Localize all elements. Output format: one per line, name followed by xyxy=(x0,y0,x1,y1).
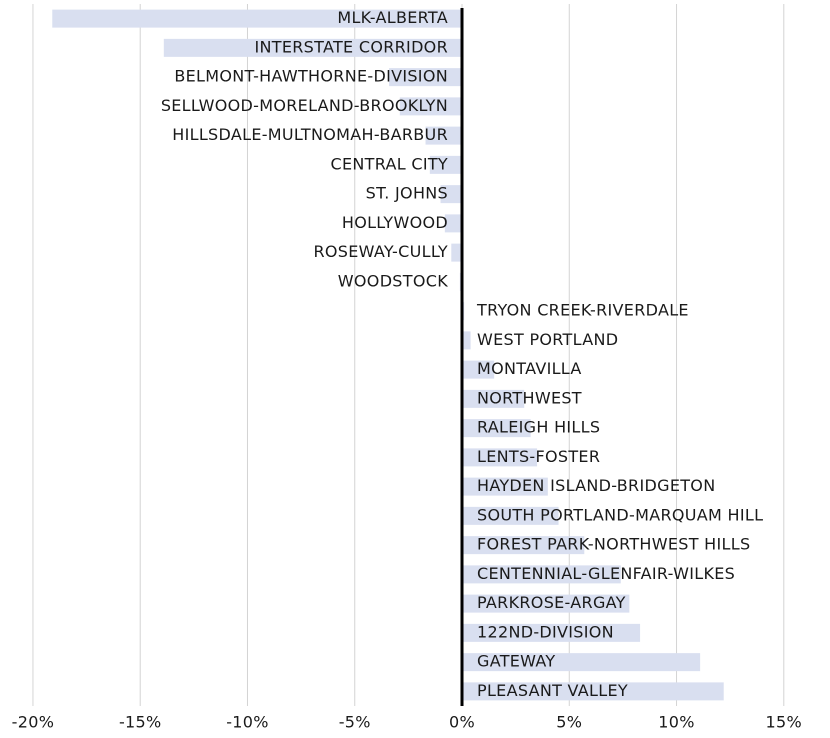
bar xyxy=(451,243,463,262)
category-label: ST. JOHNS xyxy=(366,184,448,203)
x-tick-label: -15% xyxy=(119,713,162,732)
category-label: SELLWOOD-MORELAND-BROOKLYN xyxy=(161,96,448,115)
category-label: WOODSTOCK xyxy=(338,271,448,290)
x-tick-label: -5% xyxy=(339,713,371,732)
bar xyxy=(462,682,724,701)
bar xyxy=(462,653,701,672)
x-tick-label: 10% xyxy=(658,713,694,732)
bar xyxy=(425,126,463,145)
bar xyxy=(444,214,463,233)
category-label: INTERSTATE CORRIDOR xyxy=(255,37,449,56)
category-label: LENTS-FOSTER xyxy=(477,447,600,466)
bar xyxy=(462,448,538,467)
category-label: MONTAVILLA xyxy=(477,359,582,378)
category-label: NORTHWEST xyxy=(477,388,582,407)
x-tick-label: 15% xyxy=(766,713,802,732)
x-tick-label: 0% xyxy=(449,713,475,732)
category-label: HILLSDALE-MULTNOMAH-BARBUR xyxy=(172,125,448,144)
bar xyxy=(52,9,463,28)
bar xyxy=(462,389,525,408)
category-label: WEST PORTLAND xyxy=(477,330,618,349)
category-label: PARKROSE-ARGAY xyxy=(477,593,626,612)
bar xyxy=(462,419,531,438)
bar xyxy=(440,185,463,204)
bar xyxy=(462,331,471,350)
category-label: MLK-ALBERTA xyxy=(337,8,448,27)
x-tick-label: -20% xyxy=(12,713,55,732)
category-label: SOUTH PORTLAND-MARQUAM HILL xyxy=(477,505,763,524)
category-label: FOREST PARK-NORTHWEST HILLS xyxy=(477,535,750,554)
category-label: RALEIGH HILLS xyxy=(477,418,600,437)
bar xyxy=(399,97,463,116)
bar xyxy=(462,536,585,555)
category-label: 122ND-DIVISION xyxy=(477,622,614,641)
category-label: TRYON CREEK-RIVERDALE xyxy=(476,301,689,320)
bar xyxy=(429,155,463,174)
category-label: HAYDEN ISLAND-BRIDGETON xyxy=(477,476,715,495)
bar xyxy=(462,506,559,525)
bar xyxy=(462,594,630,613)
category-label: ROSEWAY-CULLY xyxy=(313,242,448,261)
category-label: BELMONT-HAWTHORNE-DIVISION xyxy=(174,67,448,86)
bar xyxy=(462,360,495,379)
category-label: CENTENNIAL-GLENFAIR-WILKES xyxy=(477,564,735,583)
bar xyxy=(462,565,621,584)
category-label: GATEWAY xyxy=(477,652,556,671)
bar xyxy=(462,477,548,496)
category-label: PLEASANT VALLEY xyxy=(477,681,628,700)
x-tick-label: 5% xyxy=(556,713,582,732)
bar xyxy=(389,68,463,87)
category-label: HOLLYWOOD xyxy=(342,213,448,232)
bar xyxy=(462,623,641,642)
bar xyxy=(163,38,463,57)
category-label: CENTRAL CITY xyxy=(331,154,448,173)
x-tick-label: -10% xyxy=(226,713,269,732)
